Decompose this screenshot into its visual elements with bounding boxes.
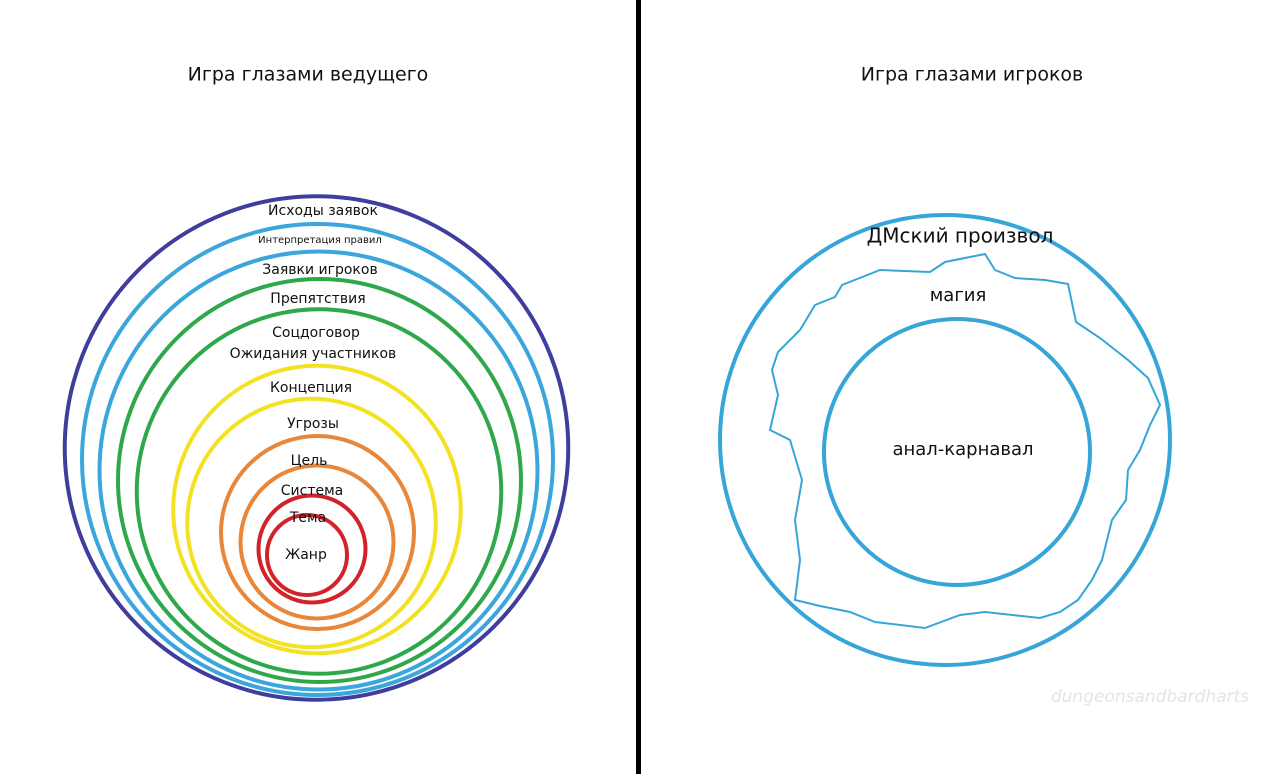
ring	[238, 463, 396, 621]
ring-label: Тема	[289, 510, 326, 526]
ring	[62, 194, 571, 702]
watermark: dungeonsandbardharts	[1051, 687, 1249, 707]
divider	[636, 0, 641, 774]
ring-label: Ожидания участников	[230, 346, 397, 362]
right-label: магия	[930, 285, 987, 306]
ring	[185, 396, 438, 650]
ring	[116, 277, 523, 684]
right-label: ДМский произвол	[867, 224, 1054, 248]
outer-circle	[718, 213, 1172, 667]
ring-label: Соцдоговор	[272, 325, 360, 341]
ring-label: Концепция	[270, 380, 352, 396]
ring-label: Исходы заявок	[268, 203, 378, 219]
ring	[97, 249, 540, 692]
ring	[256, 493, 368, 605]
ring-label: Заявки игроков	[262, 262, 377, 278]
ring-label: Жанр	[285, 547, 327, 563]
ring-label: Цель	[291, 453, 328, 469]
ring-label: Препятствия	[270, 291, 365, 307]
ring	[80, 222, 555, 697]
inner-circle	[822, 317, 1092, 587]
magic-boundary	[768, 252, 1162, 630]
left-title: Игра глазами ведущего	[188, 64, 429, 86]
ring	[219, 434, 416, 631]
left-rings: Исходы заявок Интерпретация правил Заявки …	[62, 194, 571, 702]
ring-label: Система	[281, 483, 343, 499]
ring	[171, 363, 463, 656]
right-title: Игра глазами игроков	[861, 64, 1084, 86]
ring	[134, 307, 504, 676]
ring	[265, 513, 349, 597]
ring-label: Интерпретация правил	[258, 235, 382, 246]
ring-label: Угрозы	[287, 416, 339, 432]
right-label: анал-карнавал	[892, 439, 1033, 460]
